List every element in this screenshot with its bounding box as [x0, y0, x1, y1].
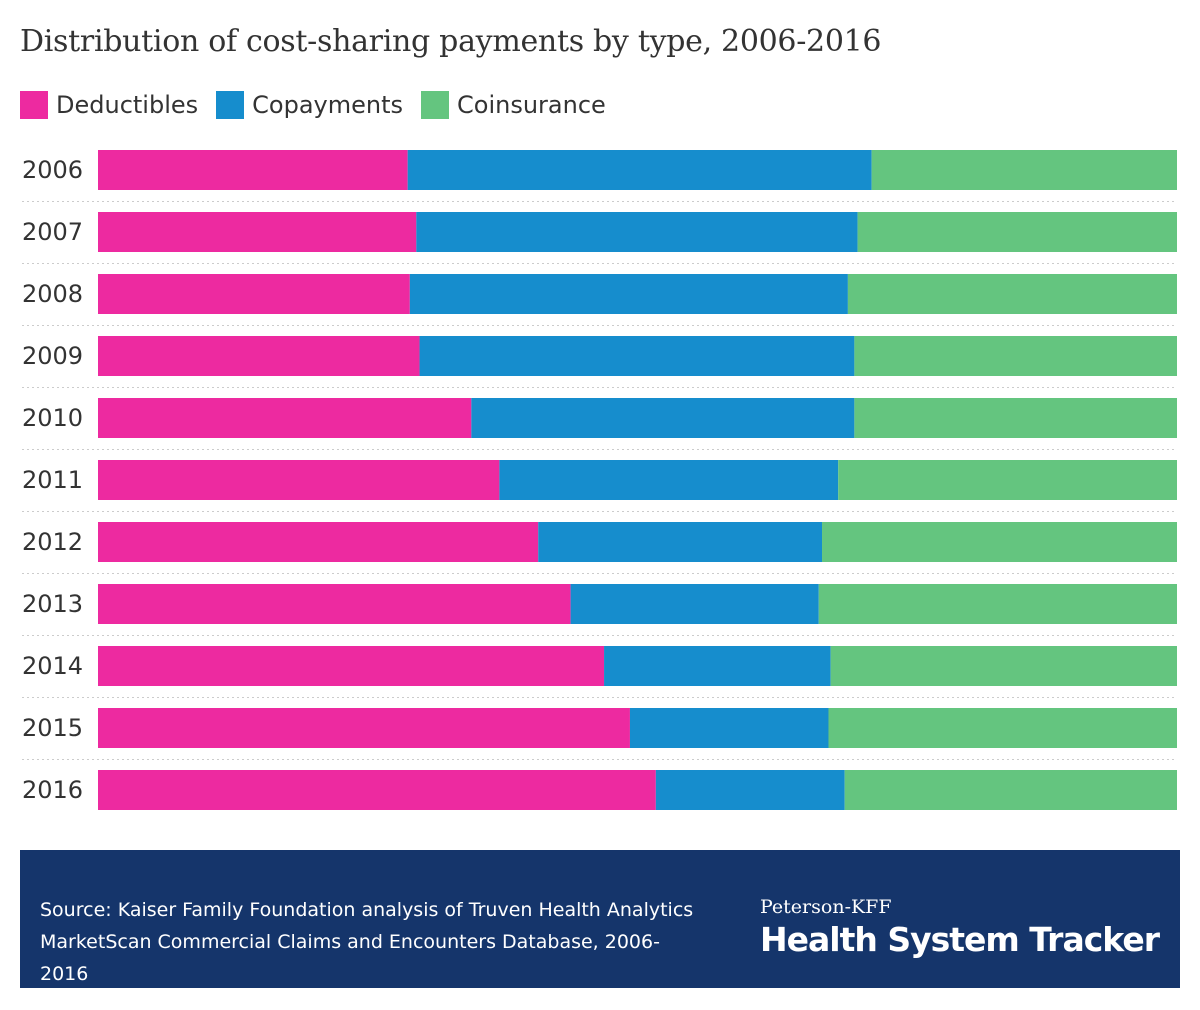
legend-item-deductibles: Deductibles: [20, 91, 198, 119]
bar-segment-deductibles: [98, 274, 410, 314]
legend-item-copayments: Copayments: [216, 91, 403, 119]
bar-segment-deductibles: [98, 584, 571, 624]
bar-segment-deductibles: [98, 212, 417, 252]
legend-item-coinsurance: Coinsurance: [421, 91, 606, 119]
category-label: 2015: [22, 714, 83, 742]
category-label: 2013: [22, 590, 83, 618]
legend-label-coinsurance: Coinsurance: [457, 91, 606, 119]
bar-segment-copayments: [655, 770, 845, 810]
bar-segment-copayments: [471, 398, 855, 438]
chart-title: Distribution of cost-sharing payments by…: [20, 24, 882, 59]
category-label: 2014: [22, 652, 83, 680]
category-label: 2010: [22, 404, 83, 432]
bar-segment-coinsurance: [822, 522, 1177, 562]
legend-swatch-coinsurance: [421, 91, 449, 119]
bar-segment-deductibles: [98, 770, 656, 810]
legend-label-copayments: Copayments: [252, 91, 403, 119]
bar-segment-deductibles: [98, 398, 472, 438]
bar-segment-coinsurance: [871, 150, 1177, 190]
bar-segment-copayments: [419, 336, 855, 376]
bar-segment-deductibles: [98, 646, 605, 686]
category-label: 2007: [22, 218, 83, 246]
bar-segment-copayments: [604, 646, 831, 686]
legend-swatch-deductibles: [20, 91, 48, 119]
bar-segment-copayments: [416, 212, 858, 252]
category-label: 2011: [22, 466, 83, 494]
bar-segment-coinsurance: [854, 398, 1177, 438]
bar-segment-coinsurance: [857, 212, 1177, 252]
bar-segment-coinsurance: [854, 336, 1177, 376]
source-note: Source: Kaiser Family Foundation analysi…: [40, 899, 694, 985]
bar-segment-copayments: [409, 274, 848, 314]
bar-segment-deductibles: [98, 522, 539, 562]
category-label: 2016: [22, 776, 83, 804]
bar-segment-coinsurance: [844, 770, 1177, 810]
bar-segment-copayments: [570, 584, 819, 624]
category-label: 2012: [22, 528, 83, 556]
legend: Deductibles Copayments Coinsurance: [20, 90, 624, 120]
brand-logo-text: Health System Tracker: [760, 920, 1160, 959]
bar-segment-copayments: [499, 460, 839, 500]
footer: Source: Kaiser Family Foundation analysi…: [20, 850, 1180, 988]
bar-segment-coinsurance: [838, 460, 1177, 500]
category-label: 2008: [22, 280, 83, 308]
bar-segment-copayments: [407, 150, 872, 190]
bar-segment-deductibles: [98, 708, 630, 748]
bar-segment-copayments: [629, 708, 829, 748]
legend-swatch-copayments: [216, 91, 245, 119]
category-label: 2006: [22, 156, 83, 184]
bar-segment-coinsurance: [847, 274, 1177, 314]
bar-segment-deductibles: [98, 460, 500, 500]
brand-subtitle: Peterson-KFF: [760, 896, 892, 918]
bar-segment-coinsurance: [818, 584, 1177, 624]
bar-segment-deductibles: [98, 150, 408, 190]
legend-label-deductibles: Deductibles: [56, 91, 199, 119]
bar-segment-copayments: [538, 522, 823, 562]
bar-segment-coinsurance: [828, 708, 1177, 748]
bar-segment-coinsurance: [830, 646, 1177, 686]
stacked-bar-chart: 2006 2007 2008 2009 2010 2011 2012 2013 2014 2015…: [22, 150, 1177, 810]
category-label: 2009: [22, 342, 83, 370]
bar-segment-deductibles: [98, 336, 420, 376]
